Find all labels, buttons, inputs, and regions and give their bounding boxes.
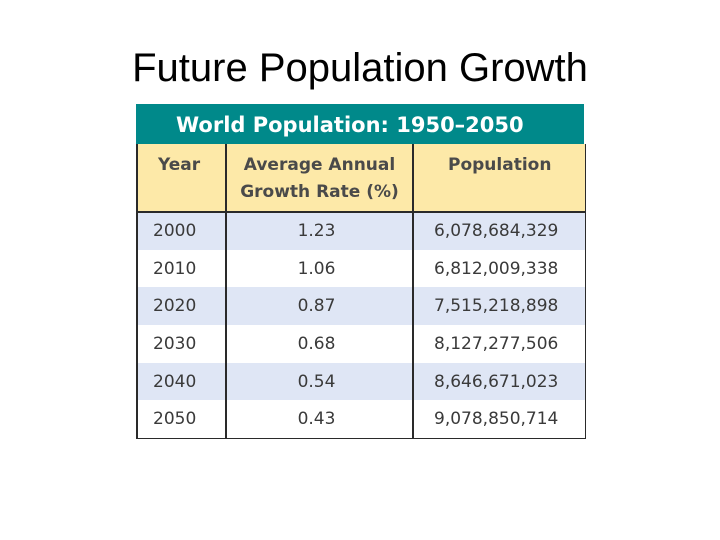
table-row: 2010 1.06 6,812,009,338 <box>137 249 585 288</box>
cell-population: 7,515,218,898 <box>412 287 585 326</box>
table-title: World Population: 1950–2050 <box>136 104 584 144</box>
cell-year: 2050 <box>137 400 226 439</box>
table-header-row: Year Average Annual Growth Rate (%) Popu… <box>137 144 585 213</box>
cell-population: 8,646,671,023 <box>412 362 585 401</box>
header-population: Population <box>412 144 585 213</box>
table-row: 2000 1.23 6,078,684,329 <box>137 212 585 250</box>
cell-population: 6,812,009,338 <box>412 249 585 288</box>
cell-population: 9,078,850,714 <box>412 400 585 439</box>
slide-title: Future Population Growth <box>132 46 588 90</box>
header-growth-rate-line2: Growth Rate (%) <box>240 182 399 202</box>
cell-growth-rate: 0.68 <box>225 325 413 363</box>
table-row: 2040 0.54 8,646,671,023 <box>137 362 585 401</box>
table-row: 2050 0.43 9,078,850,714 <box>137 400 585 439</box>
cell-growth-rate: 0.43 <box>225 400 413 439</box>
header-growth-rate: Average Annual Growth Rate (%) <box>225 144 413 213</box>
cell-population: 6,078,684,329 <box>412 212 585 250</box>
header-year: Year <box>137 144 226 213</box>
cell-year: 2040 <box>137 362 226 401</box>
cell-growth-rate: 0.87 <box>225 287 413 326</box>
cell-growth-rate: 1.06 <box>225 249 413 288</box>
cell-year: 2020 <box>137 287 226 326</box>
cell-year: 2000 <box>137 212 226 250</box>
population-table-figure: World Population: 1950–2050 Year Average… <box>136 104 586 439</box>
cell-year: 2030 <box>137 325 226 363</box>
population-table: Year Average Annual Growth Rate (%) Popu… <box>136 144 586 439</box>
header-growth-rate-line1: Average Annual <box>243 155 396 175</box>
table-row: 2020 0.87 7,515,218,898 <box>137 287 585 326</box>
cell-population: 8,127,277,506 <box>412 325 585 363</box>
cell-growth-rate: 0.54 <box>225 362 413 401</box>
cell-growth-rate: 1.23 <box>225 212 413 250</box>
table-row: 2030 0.68 8,127,277,506 <box>137 325 585 363</box>
cell-year: 2010 <box>137 249 226 288</box>
